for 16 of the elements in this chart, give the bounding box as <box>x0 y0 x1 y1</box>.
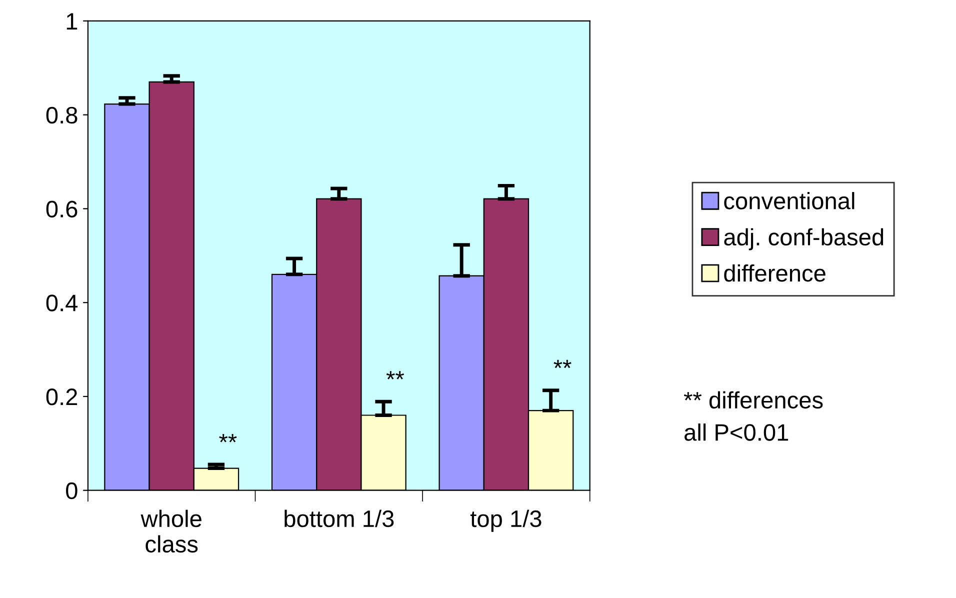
x-tick-label: whole class <box>140 510 202 553</box>
legend-label: difference <box>724 264 826 282</box>
x-tick-label: top 1/3 <box>470 510 542 532</box>
y-tick-label: 0.8 <box>46 106 78 124</box>
x-tick-label: bottom 1/3 <box>284 510 394 528</box>
y-tick-label: 0.2 <box>46 388 78 406</box>
annotation: ** <box>554 360 572 368</box>
text: ** differences all P<0.01 <box>684 391 823 441</box>
y-tick-label: 0.6 <box>46 200 78 218</box>
y-tick-label: 0.4 <box>46 294 78 312</box>
annotation: ** <box>219 434 237 442</box>
y-tick-label: 1 <box>66 13 78 30</box>
legend-label: adj. conf-based <box>724 228 884 250</box>
legend-label: conventional <box>724 192 854 210</box>
y-tick-label: 0 <box>66 482 78 500</box>
annotation: ** <box>386 371 404 380</box>
